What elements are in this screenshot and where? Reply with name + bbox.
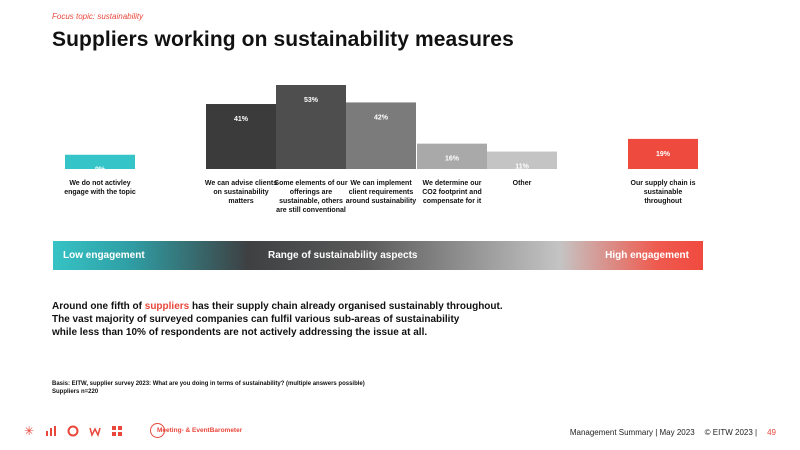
barometer-logo: Meeting- & EventBarometer	[150, 423, 242, 438]
footer-icons: ✳	[22, 424, 124, 438]
category-label-4: We can implement client requirements aro…	[345, 180, 417, 205]
sun-icon: ✳	[23, 424, 35, 438]
bar-4	[346, 102, 416, 169]
bar-value-label-1: 9%	[95, 167, 106, 174]
grid-icon	[110, 424, 124, 438]
circle-icon	[66, 424, 80, 438]
logo-ring-icon	[150, 423, 165, 438]
category-label-1: We do not activley engage with the topic	[64, 180, 136, 196]
basis-line-1: Basis: EITW, supplier survey 2023: What …	[52, 381, 365, 387]
bar-value-label-3: 53%	[304, 97, 319, 104]
footer-right: Management Summary | May 2023 © EITW 202…	[570, 428, 776, 437]
basis-note: Basis: EITW, supplier survey 2023: What …	[52, 380, 365, 396]
bar-value-label-2: 41%	[234, 116, 249, 123]
bar-chart: 9% 41% 53% 42% 16% 11% 19%	[65, 85, 698, 174]
summary-highlight: suppliers	[144, 301, 190, 312]
category-label-7: Our supply chain is sustainable througho…	[630, 180, 696, 205]
bar-value-label-4: 42%	[374, 114, 389, 121]
bar-value-label-7: 19%	[656, 151, 671, 158]
bar-chart-icon	[44, 424, 58, 438]
range-label: Range of sustainability aspects	[268, 250, 418, 261]
category-label-6: Other	[512, 180, 532, 187]
bar-value-label-5: 16%	[445, 156, 460, 163]
bar-3	[276, 85, 346, 169]
bar-2	[206, 104, 276, 169]
engagement-gradient-bar: Low engagement Range of sustainability a…	[53, 241, 703, 270]
category-label-3: Some elements of our offerings are susta…	[274, 180, 348, 214]
high-engagement-label: High engagement	[605, 250, 689, 261]
crown-icon	[88, 424, 102, 438]
basis-line-2: Suppliers n=220	[52, 389, 99, 395]
low-engagement-label: Low engagement	[63, 250, 145, 261]
bar-7	[628, 138, 698, 169]
bar-6	[487, 151, 557, 169]
category-label-2: We can advise clients on sustainability …	[204, 180, 278, 205]
page-number: 49	[767, 428, 776, 437]
summary-line-1: Around one fifth of suppliers has their …	[52, 301, 503, 312]
bar-1	[65, 154, 135, 169]
summary-text: Around one fifth of suppliers has their …	[52, 300, 503, 339]
footer-source: Management Summary | May 2023	[569, 428, 695, 437]
category-label-5: We determine our CO2 footprint and compe…	[422, 180, 482, 205]
page-title: Suppliers working on sustainability meas…	[52, 28, 514, 51]
footer-copyright: © EITW 2023 |	[704, 428, 758, 437]
summary-line-2: The vast majority of surveyed companies …	[52, 314, 460, 325]
summary-line-3: while less than 10% of respondents are n…	[52, 327, 428, 338]
bar-value-label-6: 11%	[515, 164, 529, 171]
focus-topic: Focus topic: sustainability	[52, 12, 144, 21]
bar-5	[417, 143, 487, 169]
